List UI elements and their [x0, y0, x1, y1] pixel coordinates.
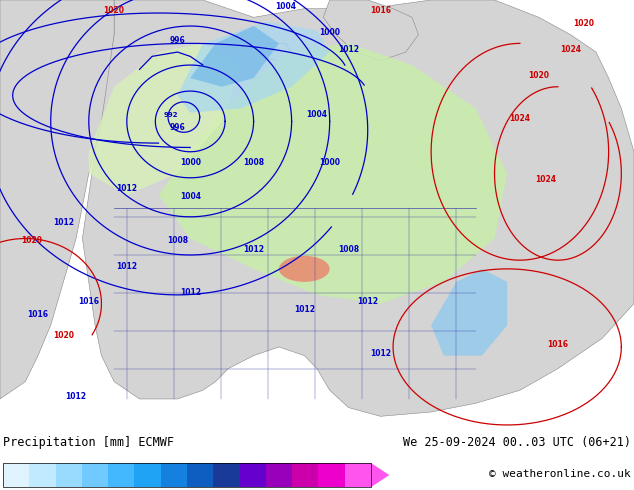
Text: We 25-09-2024 00..03 UTC (06+21): We 25-09-2024 00..03 UTC (06+21) — [403, 437, 631, 449]
Text: 1016: 1016 — [78, 296, 100, 306]
Text: 1000: 1000 — [319, 158, 340, 167]
Bar — [161, 463, 187, 487]
Text: 1000: 1000 — [179, 158, 201, 167]
Text: 1012: 1012 — [338, 45, 359, 54]
Text: 1008: 1008 — [243, 158, 264, 167]
Text: 1012: 1012 — [357, 296, 378, 306]
Text: 1016: 1016 — [27, 310, 49, 318]
Polygon shape — [82, 0, 634, 416]
Text: 1020: 1020 — [573, 19, 594, 28]
Text: © weatheronline.co.uk: © weatheronline.co.uk — [489, 468, 631, 479]
Text: 992: 992 — [164, 112, 178, 118]
Text: 1012: 1012 — [116, 262, 138, 271]
Text: 1012: 1012 — [116, 184, 138, 193]
Polygon shape — [178, 22, 330, 113]
Bar — [292, 463, 318, 487]
Text: 1020: 1020 — [21, 236, 42, 245]
Bar — [345, 463, 371, 487]
Text: 1020: 1020 — [53, 331, 74, 340]
Text: 1024: 1024 — [560, 45, 581, 54]
Polygon shape — [260, 44, 292, 61]
Text: 1004: 1004 — [179, 193, 201, 201]
Ellipse shape — [279, 256, 330, 282]
Text: 996: 996 — [170, 36, 185, 46]
Text: 1020: 1020 — [528, 71, 550, 80]
Polygon shape — [190, 26, 279, 87]
Text: 1012: 1012 — [65, 392, 87, 401]
Bar — [3, 463, 371, 487]
Bar — [266, 463, 292, 487]
Bar — [56, 463, 82, 487]
Text: 1012: 1012 — [294, 305, 315, 314]
Text: 1000: 1000 — [319, 28, 340, 37]
Text: 1012: 1012 — [243, 245, 264, 253]
Bar — [3, 463, 29, 487]
Polygon shape — [371, 463, 389, 487]
Text: 1012: 1012 — [53, 219, 74, 227]
Text: 1008: 1008 — [167, 236, 188, 245]
Text: 1016: 1016 — [547, 340, 569, 349]
Text: 1024: 1024 — [509, 115, 531, 123]
Bar — [213, 463, 240, 487]
Bar — [134, 463, 161, 487]
Polygon shape — [431, 269, 507, 356]
Text: 1004: 1004 — [275, 1, 296, 11]
Polygon shape — [89, 44, 241, 195]
Bar — [318, 463, 345, 487]
Text: Precipitation [mm] ECMWF: Precipitation [mm] ECMWF — [3, 437, 174, 449]
Bar — [82, 463, 108, 487]
Bar — [108, 463, 134, 487]
Bar — [240, 463, 266, 487]
Text: 1012: 1012 — [370, 348, 391, 358]
Text: 1004: 1004 — [306, 110, 328, 119]
Bar — [29, 463, 56, 487]
Text: 1024: 1024 — [534, 175, 556, 184]
Polygon shape — [158, 44, 507, 304]
Text: 1012: 1012 — [179, 288, 201, 297]
Polygon shape — [323, 0, 418, 61]
Polygon shape — [0, 0, 114, 399]
Text: 1016: 1016 — [370, 6, 391, 15]
Text: 1008: 1008 — [338, 245, 359, 253]
Bar — [187, 463, 213, 487]
Text: 996: 996 — [170, 123, 185, 132]
Text: 1020: 1020 — [103, 6, 125, 15]
